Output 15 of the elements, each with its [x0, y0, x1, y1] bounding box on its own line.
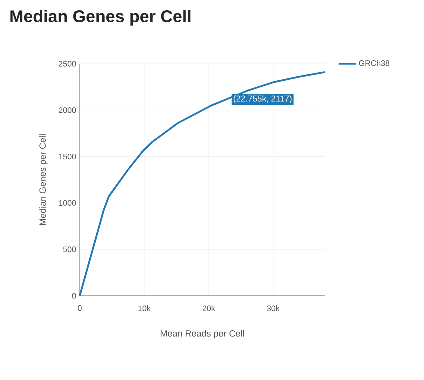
y-tick-label: 2500 — [59, 61, 76, 67]
y-tick-label: 2000 — [59, 108, 76, 114]
y-tick-label: 1000 — [59, 200, 76, 206]
x-tick-label: 20k — [202, 306, 216, 312]
y-axis-title: Median Genes per Cell — [39, 134, 48, 226]
x-tick-label: 30k — [267, 306, 280, 312]
x-axis-title: Mean Reads per Cell — [160, 330, 244, 339]
annotation: (22.755k, 2117) — [234, 96, 292, 104]
x-tick-label: 10k — [138, 306, 151, 312]
y-tick-label: 0 — [72, 293, 76, 299]
y-tick-label: 500 — [63, 246, 76, 252]
x-tick-label: 0 — [78, 306, 82, 312]
legend-label: GRCh38 — [359, 60, 390, 66]
chart-title: Median Genes per Cell — [10, 10, 191, 26]
y-tick-label: 1500 — [59, 154, 76, 160]
